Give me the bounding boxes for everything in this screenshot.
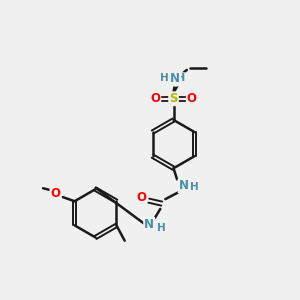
Text: O: O [150,92,160,105]
Text: H: H [176,73,185,83]
Text: N: N [167,73,177,85]
Text: H: H [160,73,169,82]
Text: H: H [157,223,165,233]
Text: S: S [169,92,178,105]
Text: O: O [50,187,61,200]
Text: O: O [187,92,197,105]
Text: O: O [136,191,146,204]
Text: N: N [178,179,189,192]
Text: H: H [190,182,199,192]
Text: N: N [144,218,154,231]
Text: N: N [170,72,180,85]
